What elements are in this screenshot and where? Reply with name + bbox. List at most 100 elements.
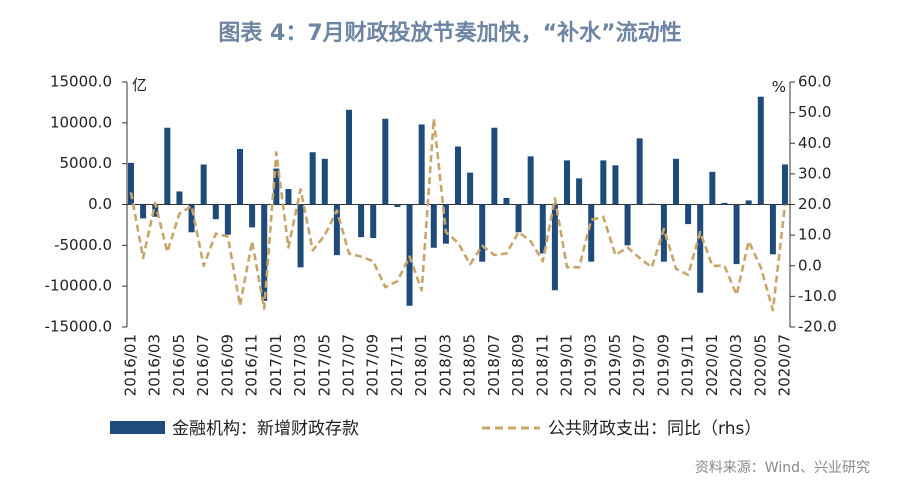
x-tick-label: 2017/01 <box>267 334 285 396</box>
x-tick-label: 2016/09 <box>218 334 236 396</box>
right-tick-label: 20.0 <box>798 195 831 213</box>
right-tick-label: 30.0 <box>798 164 831 182</box>
deposit-bar <box>697 204 704 293</box>
deposit-bar <box>685 204 692 225</box>
x-tick-label: 2019/05 <box>606 334 624 396</box>
x-tick-label: 2017/03 <box>291 334 309 396</box>
deposit-bar <box>382 118 389 205</box>
left-axis-labels: 亿 15000.0 10000.0 5000.0 0.0 -5000.0 -10000.0… <box>45 73 147 336</box>
x-tick-label: 2017/05 <box>315 334 333 396</box>
deposit-bar <box>430 204 437 248</box>
deposit-bar <box>285 188 292 205</box>
deposit-bar <box>128 162 134 205</box>
deposit-bar <box>261 204 268 301</box>
bar-series <box>128 96 788 306</box>
legend-line-label: 公共财政支出：同比（rhs） <box>548 419 761 439</box>
right-tick-label: 60.0 <box>798 73 831 91</box>
deposit-bar <box>212 204 219 220</box>
deposit-bar <box>418 124 425 205</box>
deposit-bar <box>636 138 643 205</box>
deposit-bar <box>721 202 728 205</box>
deposit-bar <box>551 204 558 291</box>
deposit-bar <box>200 164 207 205</box>
deposit-bar <box>224 204 231 235</box>
deposit-bar <box>140 204 147 219</box>
deposit-bar <box>745 200 752 205</box>
x-tick-label: 2019/11 <box>679 334 697 396</box>
legend: 金融机构：新增财政存款 公共财政支出：同比（rhs） <box>110 419 761 439</box>
right-tick-label: -10.0 <box>798 287 837 305</box>
right-axis-unit: % <box>772 78 786 96</box>
right-tick-label: 10.0 <box>798 226 831 244</box>
deposit-bar <box>249 204 256 228</box>
deposit-bar <box>491 127 498 205</box>
deposit-bar <box>624 204 631 246</box>
deposit-bar <box>406 204 413 306</box>
left-tick-label: 0.0 <box>88 195 112 213</box>
x-tick-label: 2019/09 <box>654 334 672 396</box>
legend-bar-swatch <box>110 421 165 434</box>
deposit-bar <box>346 109 352 205</box>
x-tick-label: 2020/01 <box>703 334 721 396</box>
deposit-bar <box>152 204 159 217</box>
x-tick-label: 2020/05 <box>751 334 769 396</box>
chart-title: 图表 4：7月财政投放节奏加快，“补水”流动性 <box>218 20 681 46</box>
left-tick-label: -10000.0 <box>45 277 112 295</box>
deposit-bar <box>237 148 243 205</box>
deposit-bar <box>176 191 183 205</box>
deposit-bar <box>273 168 280 205</box>
x-tick-label: 2019/03 <box>582 334 600 396</box>
deposit-bar <box>188 204 195 233</box>
x-tick-label: 2017/07 <box>340 334 358 396</box>
right-axis-labels: % 60.0 50.0 40.0 30.0 20.0 10.0 0.0 -10.0 -20.0 <box>772 73 837 336</box>
left-tick-label: -5000.0 <box>54 236 112 254</box>
x-tick-label: 2019/07 <box>630 334 648 396</box>
right-tick-label: 40.0 <box>798 134 831 152</box>
right-tick-label: -20.0 <box>798 318 837 336</box>
line-series <box>129 117 787 312</box>
deposit-bar <box>455 146 461 205</box>
left-tick-label: 10000.0 <box>50 113 112 131</box>
x-tick-label: 2019/01 <box>558 334 576 396</box>
x-tick-label: 2020/03 <box>727 334 745 396</box>
deposit-bar <box>733 204 740 265</box>
deposit-bar <box>612 165 619 205</box>
deposit-bar <box>358 204 365 238</box>
x-tick-label: 2020/07 <box>776 334 794 396</box>
x-tick-label: 2016/01 <box>122 334 140 396</box>
right-tick-label: 0.0 <box>798 256 822 274</box>
deposit-bar <box>576 178 583 205</box>
deposit-bar <box>757 96 764 205</box>
x-tick-label: 2016/03 <box>146 334 164 396</box>
deposit-bar <box>370 204 377 238</box>
x-tick-label: 2018/05 <box>461 334 479 396</box>
left-tick-label: -15000.0 <box>45 318 112 336</box>
x-tick-label: 2016/11 <box>243 334 261 396</box>
deposit-bar <box>673 158 679 205</box>
deposit-bar <box>539 204 546 254</box>
left-axis-unit: 亿 <box>132 76 147 94</box>
deposit-bar <box>164 127 171 205</box>
x-tick-label: 2016/07 <box>194 334 212 396</box>
deposit-bar <box>709 171 716 205</box>
x-tick-label: 2017/09 <box>364 334 382 396</box>
deposit-bar <box>467 172 474 205</box>
legend-bar-label: 金融机构：新增财政存款 <box>172 419 359 439</box>
deposit-bar <box>394 204 401 207</box>
deposit-bar <box>515 204 522 233</box>
x-tick-label: 2018/07 <box>485 334 503 396</box>
right-tick-label: 50.0 <box>798 103 831 121</box>
deposit-bar <box>479 204 486 262</box>
deposit-bar <box>648 203 655 205</box>
x-tick-label: 2017/11 <box>388 334 406 396</box>
x-tick-label: 2018/11 <box>533 334 551 396</box>
deposit-bar <box>503 197 510 205</box>
deposit-bar <box>527 156 534 205</box>
deposit-bar <box>564 160 570 205</box>
deposit-bar <box>600 160 607 205</box>
x-tick-label: 2018/09 <box>509 334 527 396</box>
deposit-bar <box>309 152 316 205</box>
x-tick-label: 2018/01 <box>412 334 430 396</box>
source-note: 资料来源：Wind、兴业研究 <box>695 460 870 476</box>
